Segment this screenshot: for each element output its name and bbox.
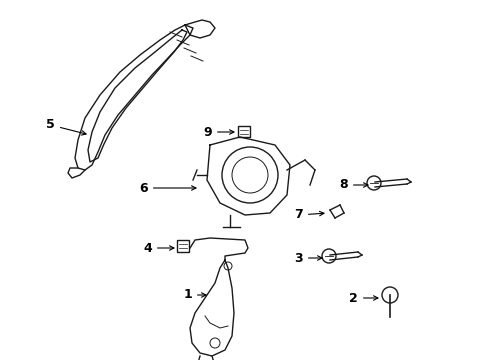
Text: 9: 9	[203, 126, 233, 139]
Text: 5: 5	[46, 118, 86, 135]
Text: 7: 7	[294, 208, 324, 221]
Text: 4: 4	[143, 242, 174, 255]
Text: 1: 1	[183, 288, 205, 302]
Text: 8: 8	[339, 179, 367, 192]
Text: 3: 3	[294, 252, 321, 265]
Text: 6: 6	[139, 181, 196, 194]
Text: 2: 2	[348, 292, 377, 305]
